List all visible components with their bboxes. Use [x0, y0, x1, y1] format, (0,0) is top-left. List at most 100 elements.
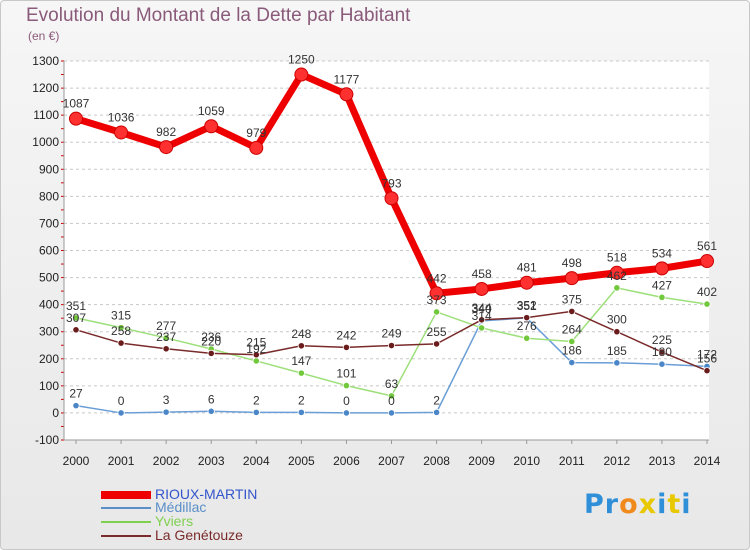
y-tick-label: 500: [39, 271, 59, 285]
data-point: [474, 281, 489, 296]
y-tick-label: 1300: [32, 54, 59, 68]
data-label: 427: [652, 278, 672, 292]
data-point: [568, 337, 576, 346]
data-label: 307: [66, 311, 86, 325]
data-point: [252, 357, 260, 365]
legend-label: RIOUX-MARTIN: [155, 486, 258, 502]
data-label: 0: [343, 394, 350, 408]
y-tick-label: 200: [39, 352, 59, 366]
x-tick-label: 2004: [243, 454, 270, 468]
data-label: 375: [562, 292, 582, 306]
data-label: 156: [697, 352, 717, 366]
data-point: [72, 402, 80, 410]
legend-swatch: [101, 507, 151, 509]
data-label: 373: [427, 293, 447, 307]
data-point: [114, 125, 129, 140]
data-label: 300: [607, 313, 627, 327]
x-tick-label: 2012: [604, 454, 631, 468]
y-tick-label: 1100: [33, 108, 59, 122]
data-label: 192: [246, 342, 266, 356]
data-point: [342, 409, 351, 417]
proxiti-logo: Proxiti: [584, 489, 692, 520]
data-point: [432, 340, 441, 348]
data-label: 518: [607, 251, 627, 265]
data-label: 101: [336, 367, 356, 381]
data-point: [613, 328, 621, 336]
data-point: [613, 359, 621, 367]
x-tick-label: 2003: [198, 454, 225, 468]
data-label: 351: [517, 299, 537, 313]
data-point: [658, 293, 666, 301]
data-label: 458: [472, 267, 492, 281]
logo-letter: P: [584, 489, 605, 520]
legend-swatch: [101, 491, 151, 499]
data-point: [429, 286, 444, 301]
data-point: [117, 324, 125, 332]
data-point: [568, 358, 576, 367]
data-point: [609, 265, 624, 280]
data-point: [342, 381, 351, 390]
legend-label: Yviers: [155, 513, 194, 529]
data-point: [519, 275, 534, 290]
data-point: [162, 408, 170, 416]
data-label: 147: [291, 354, 311, 368]
data-point: [703, 300, 711, 308]
y-tick-label: 0: [52, 406, 59, 420]
data-label: 0: [118, 394, 125, 408]
data-label: 186: [562, 344, 582, 358]
data-label: 481: [517, 261, 537, 275]
data-point: [117, 339, 125, 347]
x-tick-label: 2001: [108, 454, 135, 468]
x-tick-label: 2000: [63, 454, 90, 468]
data-label: 402: [697, 285, 717, 299]
data-point: [294, 67, 309, 82]
data-label: 236: [201, 330, 221, 344]
y-tick-label: 100: [39, 379, 59, 393]
x-tick-label: 2014: [694, 454, 721, 468]
logo-letter: x: [638, 489, 658, 520]
y-tick-label: 1200: [32, 81, 59, 95]
legend-swatch: [101, 521, 151, 523]
data-point: [207, 407, 215, 415]
data-label: 258: [111, 324, 131, 338]
data-label: 979: [246, 126, 266, 140]
data-label: 344: [472, 301, 492, 315]
logo-letter: t: [667, 489, 682, 520]
data-label: 27: [69, 387, 83, 401]
data-point: [297, 369, 305, 377]
series-yviers: [72, 284, 711, 400]
y-tick-label: 800: [39, 189, 59, 203]
data-label: 351: [66, 299, 86, 313]
logo-letter: r: [604, 489, 620, 520]
data-label: 1250: [288, 53, 315, 67]
x-tick-label: 2011: [559, 454, 585, 468]
x-tick-label: 2008: [423, 454, 450, 468]
data-label: 462: [607, 269, 627, 283]
data-label: 215: [246, 336, 266, 350]
x-tick-label: 2007: [378, 454, 405, 468]
x-tick-label: 2006: [333, 454, 360, 468]
y-tick-label: 300: [39, 325, 59, 339]
series-la-gen-touze: [72, 307, 711, 375]
data-point: [162, 345, 170, 353]
data-label: 561: [697, 239, 717, 253]
chart-title: Evolution du Montant de la Dette par Hab…: [26, 5, 411, 26]
data-point: [384, 191, 399, 206]
legend-label: La Genétouze: [155, 527, 243, 543]
data-label: 1036: [108, 110, 135, 124]
series-rioux-martin: [69, 67, 714, 301]
data-label: 315: [111, 309, 131, 323]
data-point: [72, 314, 80, 322]
y-tick-label: 700: [39, 216, 59, 230]
y-tick-label: 900: [39, 162, 59, 176]
data-point: [252, 351, 260, 359]
y-tick-label: 600: [39, 244, 59, 258]
data-point: [700, 254, 714, 269]
data-label: 1177: [334, 72, 360, 86]
x-tick-label: 2013: [649, 454, 676, 468]
data-point: [523, 334, 531, 342]
data-label: 248: [291, 327, 311, 341]
data-label: 498: [562, 256, 582, 270]
